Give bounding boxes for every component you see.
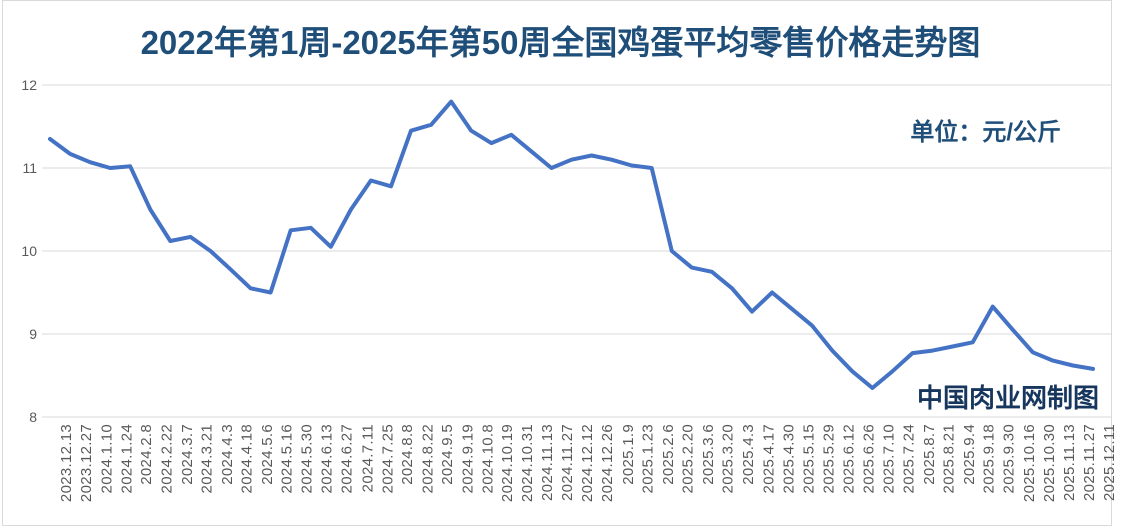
x-axis-label: 2025.8.7: [920, 424, 938, 485]
x-axis-label: 2025.5.29: [820, 424, 838, 494]
x-axis-label: 2024.7.25: [378, 424, 396, 494]
x-axis-label: 2024.2.8: [138, 424, 156, 485]
x-axis-label: 2024.7.11: [358, 424, 376, 493]
x-axis-label: 2024.12.12: [579, 424, 597, 503]
x-axis-label: 2024.4.3: [218, 424, 236, 485]
y-axis-label: 8: [29, 409, 37, 425]
x-axis-label: 2024.11.13: [539, 424, 557, 501]
x-axis-label: 2025.11.27: [1080, 424, 1098, 501]
x-axis-label: 2024.6.13: [318, 424, 336, 494]
x-axis-label: 2024.3.21: [198, 424, 216, 494]
x-axis-label: 2024.4.18: [238, 424, 256, 494]
x-axis-label: 2025.2.20: [679, 424, 697, 494]
x-axis-label: 2025.3.6: [699, 424, 717, 485]
x-axis-label: 2025.12.11: [1101, 424, 1118, 501]
x-axis-label: 2025.4.30: [780, 424, 798, 494]
x-axis-label: 2025.5.15: [800, 424, 818, 494]
y-axis-label: 12: [21, 77, 37, 93]
x-axis-label: 2025.8.21: [940, 424, 958, 494]
x-axis-label: 2025.4.3: [739, 424, 757, 485]
x-axis-label: 2024.8.22: [419, 424, 437, 494]
x-axis-label: 2024.8.8: [398, 424, 416, 485]
x-axis-label: 2024.5.6: [258, 424, 276, 485]
y-axis-label: 9: [29, 326, 37, 342]
x-axis-label: 2024.9.5: [439, 424, 457, 485]
x-axis-label: 2025.9.18: [980, 424, 998, 494]
x-axis-label: 2025.7.24: [900, 424, 918, 494]
x-axis-label: 2023.12.27: [78, 424, 96, 503]
x-axis-label: 2025.6.26: [860, 424, 878, 494]
x-axis-label: 2024.10.8: [479, 424, 497, 494]
x-axis-label: 2024.3.7: [178, 424, 196, 485]
x-axis-label: 2025.4.17: [760, 424, 778, 494]
x-axis-label: 2024.9.19: [459, 424, 477, 494]
x-axis-label: 2025.10.30: [1040, 424, 1058, 503]
x-axis-label: 2024.2.22: [158, 424, 176, 494]
x-axis-label: 2024.6.27: [338, 424, 356, 494]
price-line-series: [48, 99, 1095, 390]
chart-title: 2022年第1周-2025年第50周全国鸡蛋平均零售价格走势图: [140, 24, 981, 61]
x-axis-label: 2025.9.4: [960, 424, 978, 485]
watermark: 中国肉业网制图: [916, 383, 1099, 413]
x-axis-label: 2025.3.20: [719, 424, 737, 494]
x-axis-label: 2025.6.12: [840, 424, 858, 494]
x-axis-label: 2024.5.30: [298, 424, 316, 494]
y-axis-label: 10: [21, 243, 37, 259]
x-axis-label: 2025.1.23: [639, 424, 657, 494]
x-axis-label: 2024.10.19: [499, 424, 517, 503]
x-axis-label: 2024.12.26: [599, 424, 617, 503]
gridlines: [42, 84, 1112, 418]
x-axis-label: 2025.11.13: [1060, 424, 1078, 501]
x-axis-label: 2024.10.31: [519, 424, 537, 503]
x-axis-label: 2025.2.6: [659, 424, 677, 485]
unit-label: 单位：元/公斤: [910, 119, 1061, 146]
x-axis-label: 2024.11.27: [559, 424, 577, 501]
x-axis-label: 2024.1.10: [98, 424, 116, 494]
x-axis-label: 2025.1.9: [619, 424, 637, 485]
x-axis-label: 2025.9.30: [1000, 424, 1018, 494]
x-axis-label: 2025.10.16: [1020, 424, 1038, 503]
x-axis-label: 2023.12.13: [58, 424, 75, 503]
y-axis-label: 11: [22, 160, 37, 176]
x-axis-label: 2024.5.16: [278, 424, 296, 494]
x-axis-label: 2024.1.24: [118, 424, 136, 494]
x-axis-label: 2025.7.10: [880, 424, 898, 494]
